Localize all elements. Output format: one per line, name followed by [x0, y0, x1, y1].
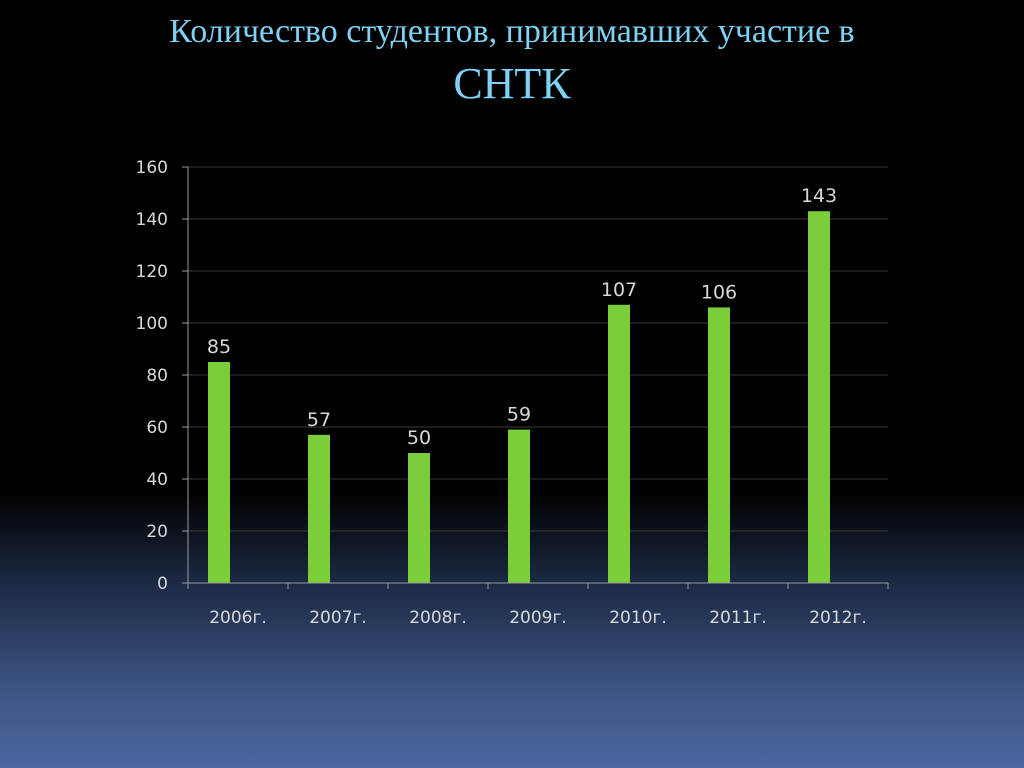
bars — [208, 211, 830, 583]
category-label: 2012г. — [809, 608, 867, 628]
y-tick-label: 0 — [157, 574, 168, 594]
labels: 85 2006г. 57 2007г. 50 2008г. 59 2009г. 107 2010г… — [207, 185, 867, 628]
data-label: 107 — [601, 279, 637, 301]
y-tick-label: 80 — [146, 366, 168, 386]
bar-2008г. — [408, 453, 430, 583]
y-tick-label: 40 — [146, 470, 168, 490]
bar-2009г. — [508, 430, 530, 583]
category-label: 2007г. — [309, 608, 367, 628]
bar-2011г. — [708, 307, 730, 583]
y-tick-label: 20 — [146, 522, 168, 542]
bar-2006г. — [208, 362, 230, 583]
bar-2010г. — [608, 305, 630, 583]
bar-2012г. — [808, 211, 830, 583]
data-label: 143 — [801, 185, 837, 207]
category-label: 2008г. — [409, 608, 467, 628]
category-label: 2011г. — [709, 608, 767, 628]
y-tick-label: 60 — [146, 418, 168, 438]
grid-lines — [188, 167, 888, 531]
y-tick-label: 100 — [136, 314, 168, 334]
y-tick-label: 140 — [136, 210, 168, 230]
data-label: 57 — [307, 409, 331, 431]
category-label: 2010г. — [609, 608, 667, 628]
category-label: 2006г. — [209, 608, 267, 628]
y-tick-label: 120 — [136, 262, 168, 282]
data-label: 50 — [407, 427, 431, 449]
bar-2007г. — [308, 435, 330, 583]
data-label: 85 — [207, 336, 231, 358]
y-tick-label: 160 — [136, 158, 168, 178]
data-label: 59 — [507, 404, 531, 426]
category-label: 2009г. — [509, 608, 567, 628]
data-label: 106 — [701, 281, 737, 303]
